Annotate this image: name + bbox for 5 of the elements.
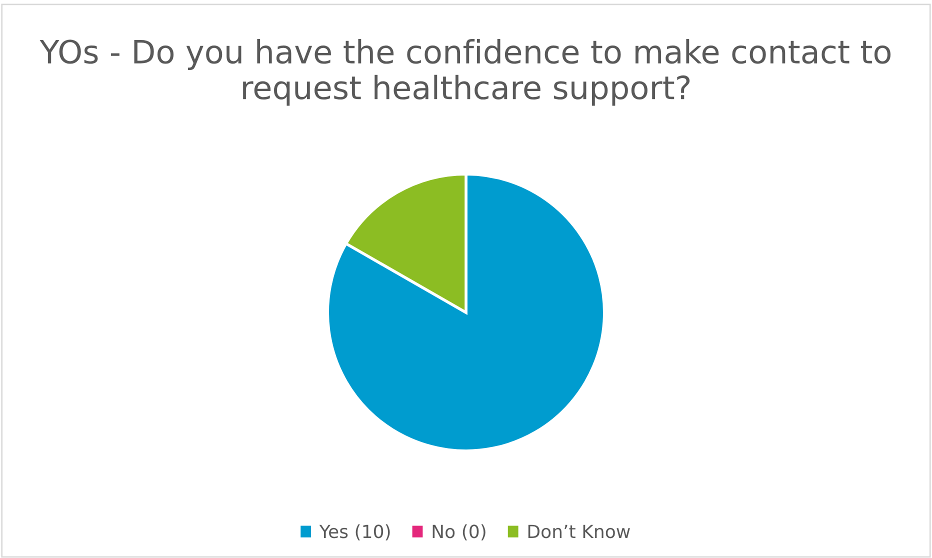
pie-slice — [326, 172, 606, 452]
legend-label: Yes (10) — [319, 524, 390, 540]
chart-title: YOs - Do you have the confidence to make contact to request healthcare support? — [40, 39, 890, 106]
legend-label: Don’t Know — [528, 524, 630, 538]
legend-label: No (0) — [432, 524, 486, 540]
